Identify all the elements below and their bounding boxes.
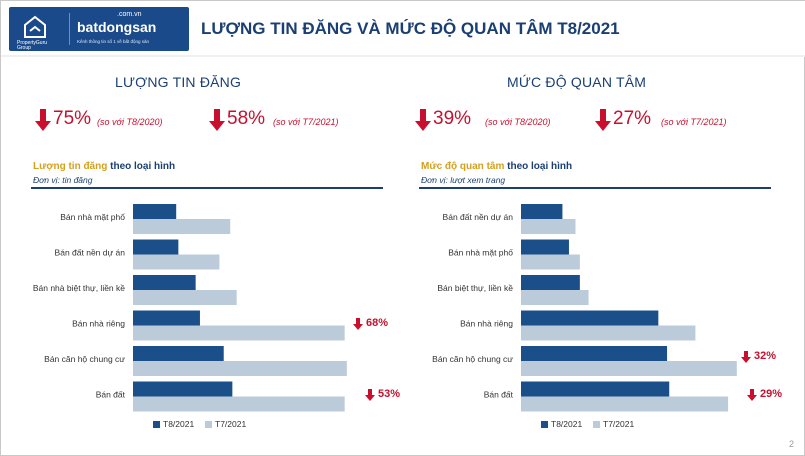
down-arrow-icon: [209, 109, 225, 131]
right-chart-subtitle: Mức độ quan tâm theo loại hình: [421, 161, 572, 172]
left-chart-unit: Đơn vị: tin đăng: [33, 175, 93, 185]
right-category-label: Bán đất nền dự án: [443, 212, 514, 222]
left-chart-rule: [31, 187, 383, 189]
right-stat-yoy-compare: (so với T8/2020): [485, 117, 551, 127]
left-callout-ban-dat-value: 53%: [378, 388, 401, 400]
right-bar-t7: [521, 325, 696, 341]
right-bar-chart: Bán đất nền dự án Bán nhà mặt phố Bán biệt…: [432, 204, 737, 412]
right-bar-t8: [521, 381, 670, 397]
right-stat-mom-compare: (so với T7/2021): [661, 117, 727, 127]
header-divider: [1, 55, 805, 57]
legend-swatch-t7: [205, 421, 212, 428]
right-section-title: MỨC ĐỘ QUAN TÂM: [507, 74, 647, 90]
right-category-label: Bán căn hộ chung cư: [432, 354, 513, 364]
right-chart-subtitle-breakdown: theo loại hình: [507, 161, 573, 172]
batdongsan-tagline: Kênh thông tin số 1 về bất động sản: [77, 39, 150, 44]
left-bar-chart: Bán nhà mặt phố Bán đất nền dự án Bán nhà …: [33, 204, 347, 412]
legend-label-t7: T7/2021: [603, 419, 635, 429]
left-bar-t8: [133, 346, 224, 361]
left-category-label: Bán nhà riêng: [72, 319, 125, 329]
logo-divider: [69, 13, 70, 45]
left-callout-nha-rieng-value: 68%: [366, 317, 389, 329]
left-bar-t8: [133, 310, 200, 326]
right-bar-t8: [521, 346, 668, 361]
left-category-label: Bán căn hộ chung cư: [44, 354, 125, 364]
propertyguru-logo-icon: [24, 15, 46, 38]
down-arrow-icon: [747, 389, 757, 401]
right-chart-unit: Đơn vị: lượt xem trang: [421, 175, 506, 185]
left-stat-yoy-value: 75%: [53, 108, 92, 129]
left-bar-t7: [133, 396, 345, 412]
left-chart-subtitle-breakdown: theo loại hình: [110, 161, 176, 172]
right-bar-t7: [521, 361, 737, 376]
right-callout-can-ho-value: 32%: [754, 350, 777, 362]
left-category-label: Bán nhà biệt thự, liền kề: [33, 283, 125, 293]
brand-logo: PropertyGuru Group .com.vn batdongsan Kê…: [9, 7, 189, 51]
left-bar-t8: [133, 239, 179, 255]
header: PropertyGuru Group .com.vn batdongsan Kê…: [1, 1, 805, 57]
left-chart-subtitle: Lượng tin đăng theo loại hình: [33, 161, 175, 172]
left-chart-subtitle-metric: Lượng tin đăng: [33, 161, 108, 172]
right-bar-t8: [521, 310, 659, 326]
right-bar-t8: [521, 239, 569, 255]
legend-label-t8: T8/2021: [163, 419, 195, 429]
legend-label-t7: T7/2021: [215, 419, 247, 429]
propertyguru-group: Group: [17, 45, 31, 51]
down-arrow-icon: [353, 318, 363, 330]
down-arrow-icon: [35, 109, 51, 131]
left-section-title: LƯỢNG TIN ĐĂNG: [115, 74, 242, 90]
left-category-label: Bán đất nền dự án: [55, 248, 126, 258]
left-bar-t7: [133, 219, 231, 234]
right-bar-t8: [521, 275, 580, 290]
propertyguru-text: PropertyGuru Group: [17, 41, 47, 51]
right-bar-t7: [521, 396, 729, 412]
legend-label-t8: T8/2021: [551, 419, 583, 429]
page-number: 2: [788, 439, 794, 449]
right-bar-t7: [521, 219, 576, 234]
page-title: LƯỢNG TIN ĐĂNG VÀ MỨC ĐỘ QUAN TÂM T8/202…: [201, 19, 620, 38]
propertyguru-name: PropertyGuru: [17, 40, 48, 46]
left-category-label: Bán nhà mặt phố: [60, 212, 125, 222]
right-chart-rule: [419, 187, 771, 189]
down-arrow-icon: [741, 351, 751, 363]
batdongsan-domain: .com.vn: [117, 11, 142, 18]
right-stat-yoy-value: 39%: [433, 108, 472, 129]
right-category-label: Bán nhà riêng: [460, 319, 513, 329]
right-bar-t8: [521, 204, 563, 219]
right-stat-mom-value: 27%: [613, 108, 652, 129]
right-category-label: Bán đất: [484, 390, 514, 400]
batdongsan-name: batdongsan: [77, 19, 157, 35]
right-category-label: Bán biệt thự, liền kề: [437, 283, 513, 293]
left-bar-t7: [133, 361, 347, 376]
left-category-label: Bán đất: [96, 390, 126, 400]
left-bar-t8: [133, 275, 196, 290]
legend-swatch-t7: [593, 421, 600, 428]
left-bar-t7: [133, 254, 220, 270]
right-bar-t7: [521, 254, 580, 270]
right-chart-subtitle-metric: Mức độ quan tâm: [421, 161, 505, 172]
left-stat-mom-compare: (so với T7/2021): [273, 117, 339, 127]
right-bar-t7: [521, 290, 589, 305]
left-bar-t8: [133, 204, 177, 219]
left-bar-t7: [133, 290, 237, 305]
down-arrow-icon: [595, 109, 611, 131]
left-stat-yoy-compare: (so với T8/2020): [97, 117, 163, 127]
down-arrow-icon: [365, 389, 375, 401]
left-bar-t8: [133, 381, 233, 397]
legend-swatch-t8: [541, 421, 548, 428]
right-category-label: Bán nhà mặt phố: [448, 248, 513, 258]
left-bar-t7: [133, 325, 345, 341]
legend-swatch-t8: [153, 421, 160, 428]
left-stat-mom-value: 58%: [227, 108, 266, 129]
down-arrow-icon: [415, 109, 431, 131]
right-callout-ban-dat-value: 29%: [760, 388, 783, 400]
